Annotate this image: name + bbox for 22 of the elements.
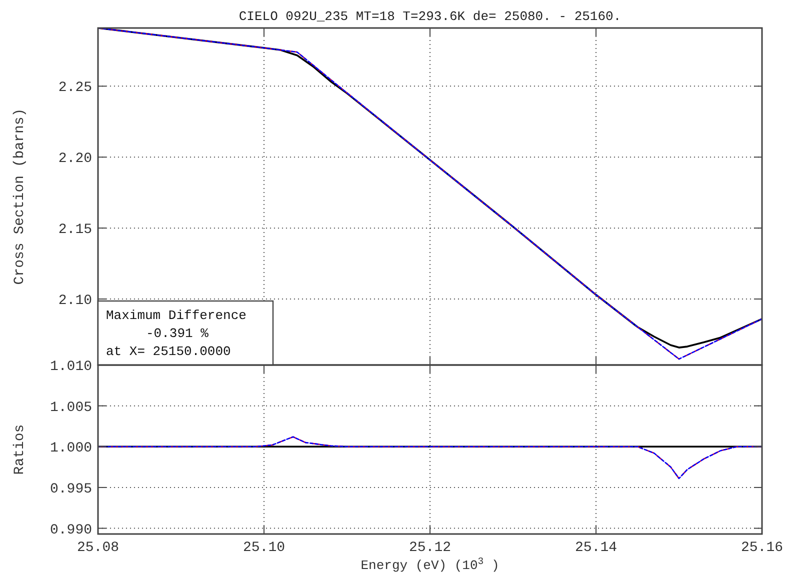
y-tick-label: 2.10 bbox=[58, 293, 92, 310]
y-tick-label: 2.20 bbox=[58, 151, 92, 168]
y-tick-label: 0.990 bbox=[50, 522, 92, 538]
y-axis-title: Cross Section (barns) bbox=[12, 108, 28, 285]
y-tick-label: 1.010 bbox=[50, 359, 92, 375]
x-tick-label: 25.12 bbox=[408, 540, 452, 556]
x-tick-label: 25.14 bbox=[574, 540, 618, 556]
y-tick-label: 1.005 bbox=[50, 400, 92, 416]
annotation: Maximum Difference bbox=[106, 308, 246, 323]
chart-title: CIELO 092U_235 MT=18 T=293.6K de= 25080. - 25160. bbox=[238, 9, 622, 24]
line-series bbox=[98, 436, 762, 480]
y-tick-label: 2.25 bbox=[58, 80, 92, 96]
annotation: at X= 25150.0000 bbox=[106, 344, 231, 359]
x-axis-title: Energy (eV) (10$^{3}$ ) bbox=[360, 556, 500, 573]
y-tick-label: 2.15 bbox=[58, 222, 92, 238]
x-tick-label: 25.16 bbox=[740, 540, 784, 556]
y-tick-label: 1.000 bbox=[50, 440, 92, 457]
y-tick-label: 0.995 bbox=[50, 481, 92, 498]
x-tick-label: 25.08 bbox=[76, 540, 120, 556]
y-axis-title: Ratios bbox=[12, 424, 28, 475]
x-tick-label: 25.10 bbox=[242, 540, 286, 556]
annotation: -0.391 % bbox=[146, 326, 209, 341]
